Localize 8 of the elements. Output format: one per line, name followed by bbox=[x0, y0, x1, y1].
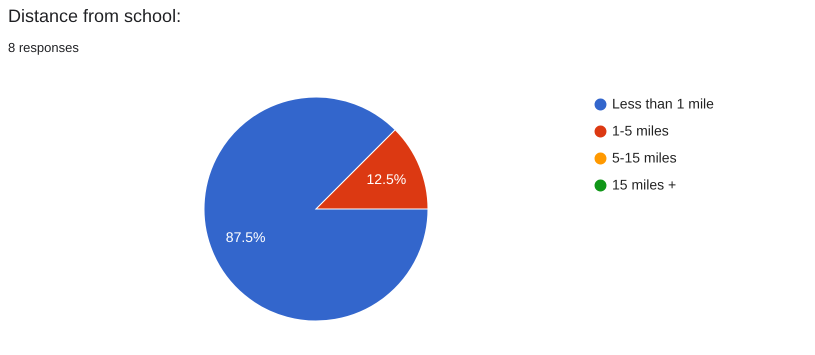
chart-title: Distance from school: bbox=[8, 6, 182, 26]
legend-label: Less than 1 mile bbox=[612, 96, 714, 112]
legend-label: 15 miles + bbox=[612, 176, 676, 192]
data-label: 87.5% bbox=[226, 229, 266, 246]
data-label: 12.5% bbox=[366, 170, 406, 187]
legend-label: 5-15 miles bbox=[612, 150, 677, 166]
text: 8 responses bbox=[8, 40, 80, 55]
legend-label: 1-5 miles bbox=[612, 122, 669, 138]
